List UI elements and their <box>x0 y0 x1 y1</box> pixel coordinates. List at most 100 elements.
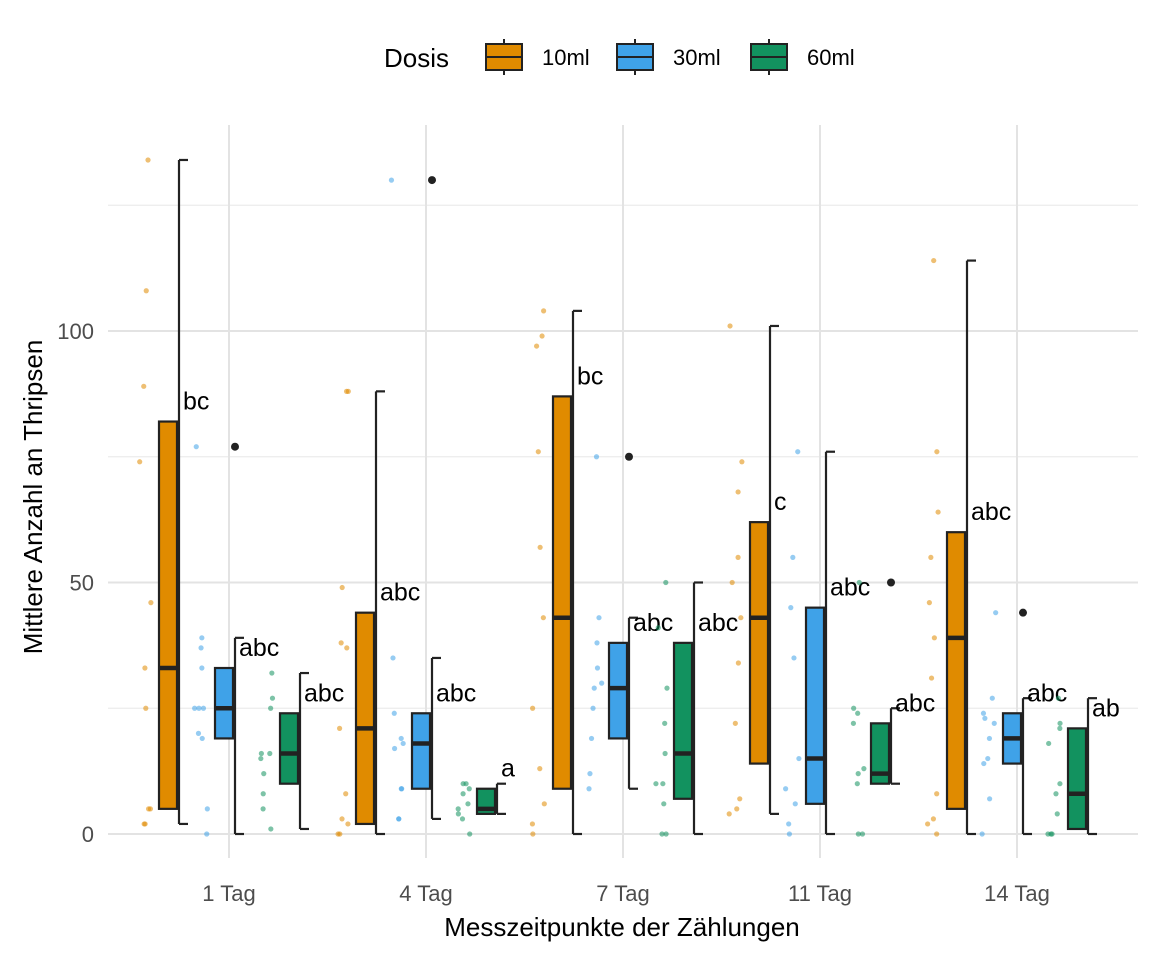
outlier-point <box>231 442 239 451</box>
jitter-point <box>851 705 857 711</box>
jitter-point <box>659 831 665 837</box>
jitter-point <box>1054 811 1060 817</box>
jitter-point <box>145 157 151 163</box>
significance-label: bc <box>577 362 603 390</box>
legend: Dosis 10ml 30ml 60ml <box>384 39 855 75</box>
x-tick-label: 7 Tag <box>596 881 649 906</box>
significance-label: abc <box>239 634 279 662</box>
jitter-point <box>391 710 397 716</box>
jitter-point <box>596 615 602 621</box>
significance-label: abc <box>895 689 935 717</box>
jitter-point <box>388 177 395 183</box>
jitter-point <box>199 635 205 641</box>
jitter-point <box>337 831 343 837</box>
jitter-point <box>1049 831 1055 837</box>
jitter-point <box>540 615 546 621</box>
jitter-point <box>726 811 732 817</box>
jitter-point <box>783 786 789 792</box>
jitter-point <box>928 554 934 560</box>
jitter-point <box>935 509 941 515</box>
jitter-point <box>1057 720 1063 726</box>
jitter-point <box>653 781 659 787</box>
jitter-point <box>661 801 667 807</box>
jitter-point <box>541 308 547 314</box>
jitter-point <box>928 675 935 681</box>
box-rect <box>607 641 629 740</box>
jitter-point <box>796 755 802 762</box>
jitter-point <box>338 640 344 646</box>
jitter-point <box>460 781 466 787</box>
box-rect <box>1066 727 1088 831</box>
jitter-point <box>204 831 210 837</box>
jitter-point <box>269 695 276 701</box>
jitter-point <box>345 821 351 827</box>
jitter-point <box>529 821 536 827</box>
jitter-point <box>931 635 937 641</box>
jitter-point <box>537 766 543 772</box>
jitter-point <box>1057 781 1063 787</box>
jitter-point <box>137 459 143 465</box>
x-axis-title: Messzeitpunkte der Zählungen <box>444 912 800 942</box>
significance-label: abc <box>971 498 1011 526</box>
jitter-point <box>662 750 668 757</box>
jitter-point <box>594 640 600 646</box>
box-rect <box>551 395 573 790</box>
jitter-point <box>195 730 202 737</box>
jitter-point <box>460 791 466 797</box>
jitter-point <box>663 579 669 586</box>
jitter-point <box>261 771 267 777</box>
jitter-point <box>193 444 199 450</box>
jitter-point <box>925 821 931 827</box>
jitter-point <box>344 645 350 651</box>
jitter-point <box>729 579 735 586</box>
jitter-point <box>530 705 536 711</box>
significance-label: c <box>774 488 787 516</box>
jitter-point <box>537 544 543 550</box>
outlier-point <box>625 452 633 461</box>
jitter-point <box>735 489 741 495</box>
y-axis-title: Mittlere Anzahl an Thripsen <box>18 340 48 655</box>
jitter-point <box>590 705 596 711</box>
jitter-point <box>732 720 738 726</box>
jitter-point <box>795 449 801 455</box>
jitter-point <box>786 831 792 837</box>
jitter-point <box>790 554 796 560</box>
y-tick-label: 50 <box>70 571 94 596</box>
jitter-point <box>148 600 154 606</box>
box-rect <box>869 722 891 785</box>
jitter-point <box>985 755 991 762</box>
jitter-point <box>533 343 540 349</box>
jitter-point <box>1046 740 1052 747</box>
jitter-point <box>788 605 794 611</box>
jitter-point <box>345 388 351 394</box>
jitter-point <box>343 791 349 797</box>
jitter-point <box>268 705 274 711</box>
jitter-point <box>1057 725 1063 731</box>
significance-label: ab <box>1092 694 1120 722</box>
jitter-point <box>593 454 600 460</box>
legend-label: 10ml <box>542 45 590 70</box>
box-rect <box>157 420 179 810</box>
jitter-point <box>663 831 669 837</box>
jitter-point <box>981 760 987 767</box>
jitter-point <box>655 625 661 631</box>
panel-grid <box>108 125 1138 858</box>
x-tick-label: 4 Tag <box>399 881 452 906</box>
jitter-point <box>739 459 745 465</box>
jitter-point <box>200 705 207 711</box>
legend-label: 30ml <box>673 45 721 70</box>
jitter-point <box>786 821 792 827</box>
jitter-point <box>662 720 668 726</box>
jitter-point <box>269 670 275 676</box>
jitter-point <box>931 257 937 264</box>
jitter-point <box>737 796 743 802</box>
jitter-point <box>727 323 733 329</box>
jitter-point <box>198 645 204 651</box>
jitter-point <box>399 786 405 792</box>
box-rect <box>804 606 826 805</box>
outlier-point <box>1019 608 1027 617</box>
significance-label: abc <box>830 574 870 602</box>
jitter-point <box>982 715 988 721</box>
significance-label: abc <box>380 579 420 607</box>
legend-title: Dosis <box>384 43 449 73</box>
